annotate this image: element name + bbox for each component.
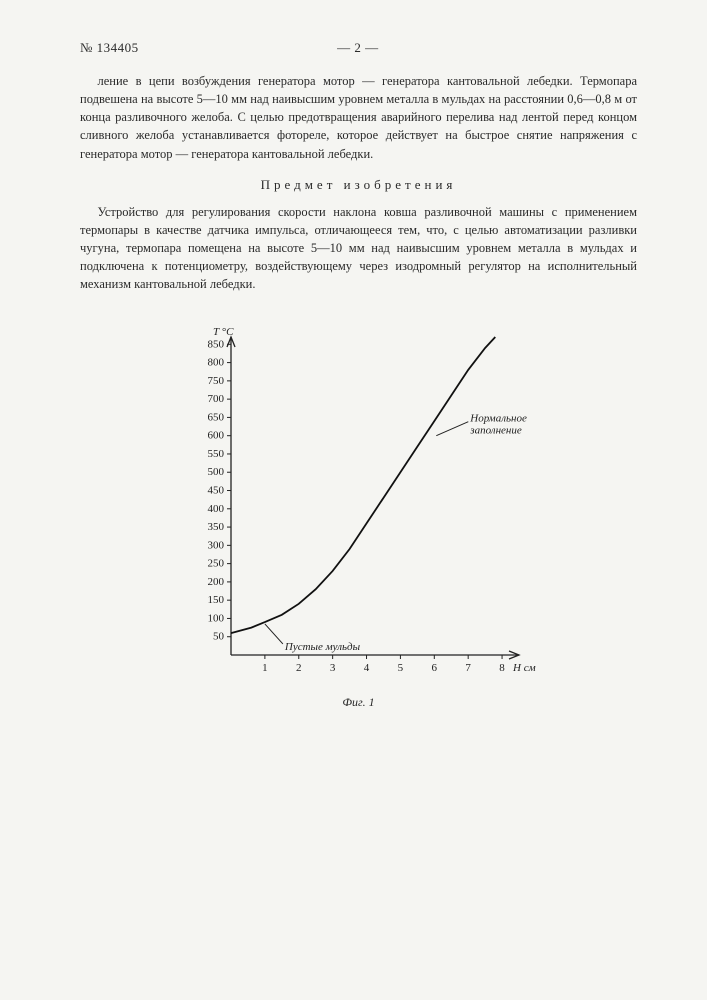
svg-text:Н см: Н см [512, 662, 536, 674]
svg-text:250: 250 [207, 558, 224, 570]
svg-text:600: 600 [207, 430, 224, 442]
svg-text:T °C: T °C [213, 326, 234, 338]
svg-text:850: 850 [207, 339, 224, 351]
svg-text:150: 150 [207, 594, 224, 606]
document-number: № 134405 [80, 40, 139, 56]
svg-text:2: 2 [296, 662, 302, 674]
page-number: — 2 — [139, 40, 577, 56]
svg-text:800: 800 [207, 357, 224, 369]
figure-1-chart: 50 100 150 200 250 300 350 400 450 500 550 600 650 70… [80, 319, 637, 689]
svg-text:400: 400 [207, 503, 224, 515]
svg-text:700: 700 [207, 393, 224, 405]
svg-text:650: 650 [207, 412, 224, 424]
svg-text:550: 550 [207, 448, 224, 460]
svg-text:3: 3 [329, 662, 335, 674]
section-title: Предмет изобретения [80, 177, 637, 193]
figure-caption: Фиг. 1 [80, 695, 637, 710]
chart-svg: 50 100 150 200 250 300 350 400 450 500 550 600 650 70… [179, 319, 539, 689]
paragraph-claim: Устройство для регулирования скорости на… [80, 203, 637, 294]
svg-text:5: 5 [397, 662, 403, 674]
svg-text:350: 350 [207, 521, 224, 533]
paragraph-continuation: ление в цепи возбуждения генератора мото… [80, 72, 637, 163]
svg-text:Нормальное: Нормальное [469, 413, 527, 425]
page-header: № 134405 — 2 — [80, 40, 637, 56]
svg-text:8: 8 [499, 662, 505, 674]
svg-text:300: 300 [207, 540, 224, 552]
svg-text:450: 450 [207, 485, 224, 497]
svg-text:7: 7 [465, 662, 471, 674]
svg-text:6: 6 [431, 662, 437, 674]
svg-text:Пустые мульды: Пустые мульды [283, 641, 360, 653]
svg-text:750: 750 [207, 375, 224, 387]
svg-text:100: 100 [207, 613, 224, 625]
svg-text:1: 1 [262, 662, 268, 674]
svg-text:200: 200 [207, 576, 224, 588]
svg-text:4: 4 [363, 662, 369, 674]
svg-text:500: 500 [207, 466, 224, 478]
svg-text:заполнение: заполнение [469, 425, 522, 437]
svg-text:50: 50 [213, 631, 225, 643]
